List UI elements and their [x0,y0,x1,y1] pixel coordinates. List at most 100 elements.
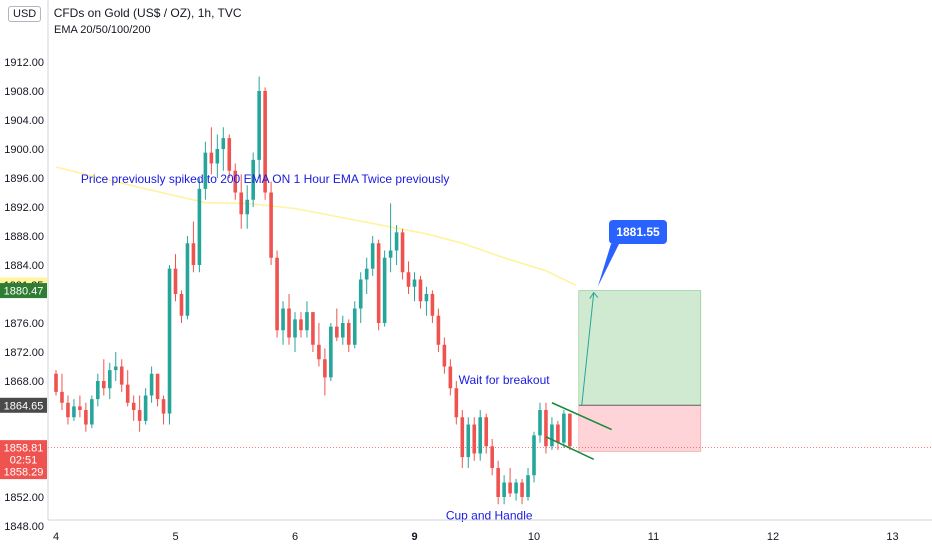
candle[interactable] [107,370,112,389]
profit-zone[interactable] [578,290,702,406]
annotation-text: Wait for breakout [459,373,551,387]
candle[interactable] [400,232,405,273]
candle[interactable] [472,424,477,454]
candle[interactable] [131,402,136,410]
candle[interactable] [66,402,70,418]
candle[interactable] [496,468,500,497]
loss-zone[interactable] [578,404,702,452]
candle[interactable] [215,149,220,164]
candle[interactable] [84,410,88,425]
candle[interactable] [544,410,548,447]
trendline[interactable] [545,436,595,461]
candle[interactable] [532,435,536,476]
indicator-legend[interactable]: EMA 20/50/100/200 [54,24,151,36]
candle[interactable] [72,406,76,418]
candle[interactable] [335,326,339,338]
candle[interactable] [352,308,357,345]
candle[interactable] [556,424,560,443]
candle[interactable] [388,250,393,258]
candle[interactable] [179,294,184,316]
candle[interactable] [311,312,315,345]
candle[interactable] [155,373,160,400]
candle[interactable] [239,192,244,215]
candle[interactable] [305,312,309,331]
candle[interactable] [424,294,429,302]
candle[interactable] [113,366,118,371]
candle[interactable] [550,424,554,447]
candle[interactable] [281,308,285,331]
candle[interactable] [221,138,226,149]
candle[interactable] [436,315,441,345]
candle[interactable] [125,384,130,403]
candle[interactable] [78,406,82,410]
candle[interactable] [287,308,291,338]
candle[interactable] [430,294,435,316]
x-tick-label: 10 [528,531,540,543]
y-tick-label: 1888.00 [4,231,44,243]
candle[interactable] [502,482,506,498]
candle[interactable] [418,279,423,302]
candle[interactable] [376,243,381,323]
candle[interactable] [161,399,166,414]
candle[interactable] [96,381,100,400]
candle[interactable] [251,159,255,200]
candle[interactable] [370,243,375,269]
candle[interactable] [454,388,459,418]
candle[interactable] [263,91,267,193]
candle[interactable] [466,424,471,458]
currency-unit-badge[interactable]: USD [8,6,42,22]
candle[interactable] [323,359,327,378]
candle[interactable] [299,319,303,331]
candle[interactable] [412,279,417,287]
candle[interactable] [346,323,351,345]
x-tick-label: 5 [172,531,178,543]
candle[interactable] [90,399,94,425]
candle[interactable] [191,243,196,265]
candle[interactable] [520,482,524,498]
candle[interactable] [442,344,447,367]
candle[interactable] [143,395,148,421]
candle[interactable] [149,373,154,396]
candle[interactable] [364,268,369,280]
candle[interactable] [173,268,178,294]
candle[interactable] [526,475,530,497]
candle[interactable] [54,373,58,392]
candle[interactable] [293,319,297,338]
candle[interactable] [514,482,518,494]
candle[interactable] [508,482,512,494]
candle[interactable] [119,366,124,385]
candle[interactable] [209,152,214,164]
candle[interactable] [490,446,494,468]
candle[interactable] [137,410,142,421]
candle[interactable] [562,413,566,443]
candle[interactable] [227,138,232,171]
candle[interactable] [568,413,572,447]
trendline[interactable] [551,402,613,431]
candle[interactable] [394,232,399,251]
candle[interactable] [245,199,249,215]
candle[interactable] [317,344,321,360]
candle[interactable] [341,323,345,338]
candle[interactable] [102,381,106,389]
candle[interactable] [203,152,208,189]
candle[interactable] [538,410,542,436]
candle[interactable] [167,268,172,414]
candle[interactable] [60,391,64,403]
candle[interactable] [406,272,411,287]
candle[interactable] [382,257,387,323]
candle[interactable] [185,243,190,316]
candle[interactable] [233,170,238,193]
candle[interactable] [484,417,488,447]
candle[interactable] [478,417,483,454]
target-price-badge[interactable] [609,220,667,244]
candle[interactable] [329,326,333,378]
candle[interactable] [358,279,363,309]
candle[interactable] [460,417,465,458]
candle[interactable] [448,366,453,389]
candle[interactable] [257,91,261,160]
candle[interactable] [269,192,273,258]
candle[interactable] [275,257,279,331]
candle[interactable] [197,188,202,265]
